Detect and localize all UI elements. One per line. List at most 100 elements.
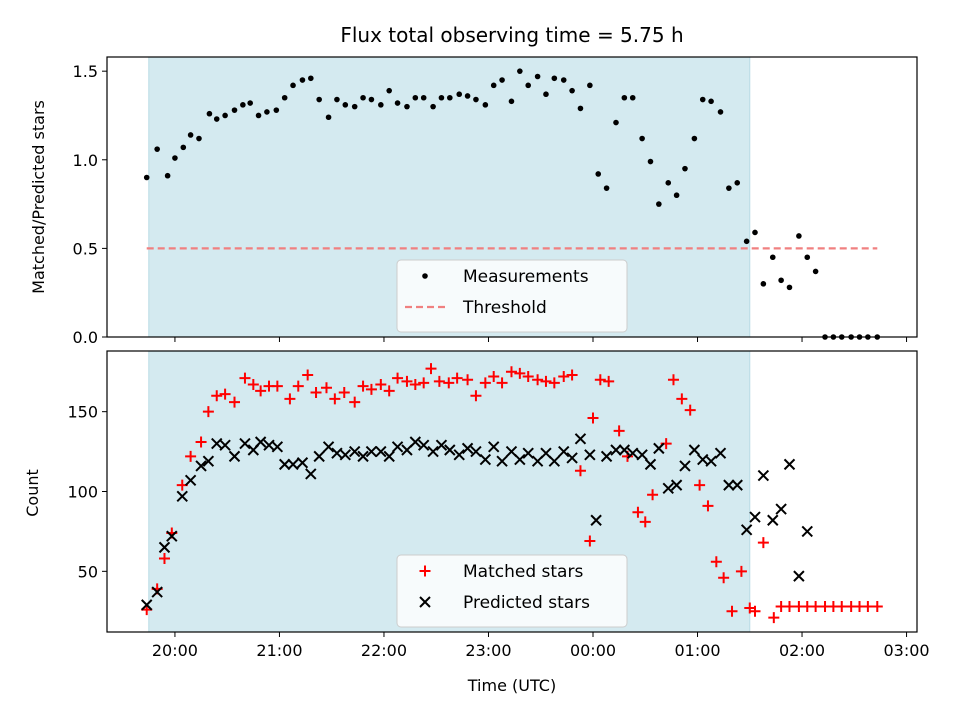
predicted-stars-point (644, 458, 657, 471)
matched-stars-point (443, 377, 455, 389)
predicted-stars-point (584, 449, 596, 461)
x-tick-label: 03:00 (883, 641, 929, 660)
matched-stars-point (329, 393, 341, 405)
legend-box (396, 554, 628, 628)
predicted-stars-point (287, 458, 299, 471)
measurements-point (769, 254, 776, 261)
measurements-point (673, 192, 680, 199)
matched-stars-point (338, 387, 350, 399)
predicted-stars-point (141, 599, 153, 611)
matched-stars-point (632, 506, 644, 518)
x-tick-label: 21:00 (256, 641, 302, 660)
predicted-stars-point (305, 468, 317, 480)
measurements-point (543, 91, 549, 98)
matched-stars-point (375, 379, 387, 391)
measurements-point (394, 100, 401, 106)
predicted-stars-point (239, 437, 251, 450)
matched-stars-point (514, 367, 526, 379)
matched-stars-point (574, 465, 586, 477)
legend-label: Predicted stars (463, 593, 590, 613)
measurements-point (490, 82, 497, 89)
measurements-point (154, 146, 160, 152)
predicted-stars-point (375, 445, 387, 458)
matched-stars-point (862, 600, 874, 612)
legend-marker (419, 565, 431, 577)
y-tick-label: 150 (67, 403, 98, 422)
predicted-stars-point (566, 452, 578, 464)
matched-stars-point (584, 535, 596, 547)
matched-stars-point (383, 385, 395, 397)
predicted-stars-point (662, 482, 674, 495)
bottom-y-axis-label: Count (23, 469, 42, 517)
matched-stars-point (647, 489, 659, 501)
measurements-point (699, 96, 706, 103)
predicted-stars-point (775, 503, 787, 515)
measurements-point (240, 102, 246, 108)
predicted-stars-point (783, 458, 796, 471)
measurements-point (577, 105, 584, 112)
measurements-point (508, 98, 515, 105)
predicted-stars-point (453, 449, 465, 461)
predicted-stars-point (427, 445, 439, 458)
measurements-point (569, 87, 575, 94)
matched-stars-point (540, 375, 552, 387)
x-tick-label: 00:00 (570, 641, 616, 660)
matched-stars-point (392, 372, 404, 384)
matched-stars-point (211, 390, 223, 402)
measurements-point (386, 87, 392, 94)
matched-stars-point (409, 379, 421, 391)
predicted-stars-point (322, 441, 335, 453)
matched-stars-point (425, 363, 437, 375)
predicted-stars-point (705, 455, 717, 467)
predicted-stars-point (496, 455, 508, 467)
measurements-point (647, 158, 654, 165)
predicted-stars-point (195, 460, 207, 472)
measurements-point (726, 185, 732, 191)
predicted-stars-point (166, 530, 178, 542)
matched-stars-point (836, 600, 848, 612)
measurements-point (231, 107, 238, 113)
matched-stars-point (871, 600, 883, 612)
matched-stars-point (667, 374, 679, 386)
measurements-point (778, 277, 784, 284)
measurements-point (743, 238, 750, 245)
predicted-stars-point (600, 450, 613, 463)
matched-stars-point (694, 479, 706, 491)
x-tick-label: 01:00 (674, 641, 720, 660)
predicted-stars-point (313, 450, 325, 463)
matched-stars-point (158, 553, 170, 565)
predicted-stars-point (522, 447, 534, 459)
measurements-point (682, 165, 688, 172)
measurements-point (360, 94, 366, 101)
matched-stars-point (239, 372, 251, 384)
measurements-point (482, 102, 489, 108)
predicted-stars-point (627, 447, 639, 459)
predicted-stars-point (757, 469, 770, 482)
matched-stars-point (726, 605, 738, 617)
matched-stars-point (418, 377, 430, 389)
measurements-point (473, 96, 479, 103)
predicted-stars-point (749, 511, 761, 523)
predicted-stars-point (618, 444, 631, 456)
y-tick-label: 1.5 (73, 62, 98, 81)
matched-stars-point (757, 537, 769, 549)
predicted-stars-point (801, 525, 813, 538)
measurements-point (447, 94, 453, 101)
predicted-stars-point (767, 514, 779, 526)
measurements-point (308, 75, 314, 82)
measurements-point (734, 180, 741, 186)
predicted-stars-point (151, 586, 163, 598)
measurements-point (691, 135, 698, 142)
matched-stars-point (433, 375, 445, 387)
matched-stars-point (558, 371, 570, 383)
predicted-stars-point (653, 442, 665, 455)
measurements-point (196, 135, 202, 142)
matched-stars-point (505, 366, 517, 378)
legend-marker (419, 596, 431, 608)
measurements-point (299, 77, 306, 83)
matched-stars-point (783, 600, 795, 612)
matched-stars-point (496, 377, 508, 389)
predicted-stars-point (444, 444, 456, 456)
measurements-point (560, 77, 567, 83)
